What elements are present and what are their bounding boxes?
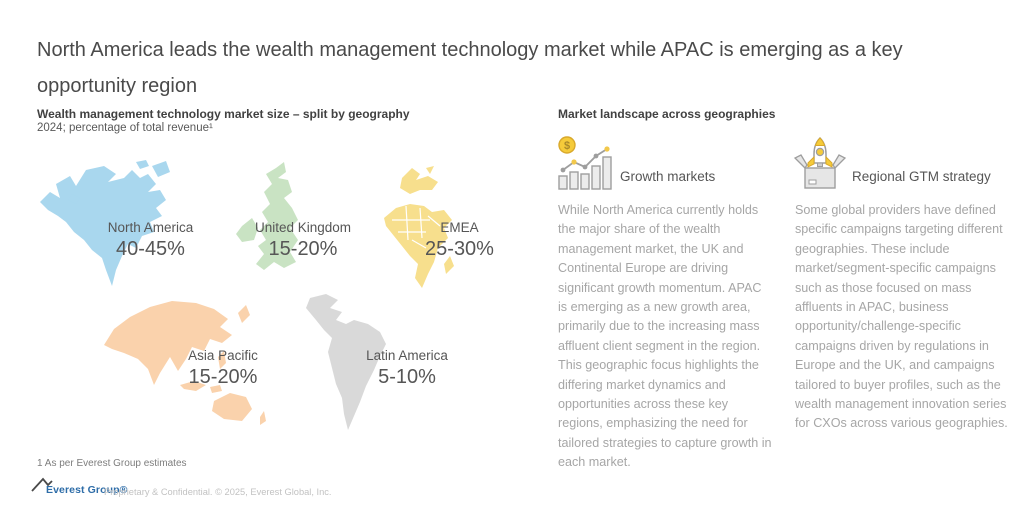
map-emea <box>384 166 454 288</box>
regional-gtm-label: Regional GTM strategy <box>852 169 991 184</box>
everest-group-logo-text: Everest Group® <box>46 484 128 496</box>
region-name: United Kingdom <box>254 220 352 235</box>
region-value: 40-45% <box>116 238 185 260</box>
region-name: Asia Pacific <box>188 348 258 363</box>
svg-text:$: $ <box>564 140 570 152</box>
map-north-america <box>40 160 170 286</box>
right-section-heading: Market landscape across geographies <box>558 107 776 121</box>
region-label-united-kingdom: United Kingdom 15-20% <box>238 220 368 261</box>
left-section-subheading: 2024; percentage of total revenue¹ <box>37 122 213 134</box>
region-name: Latin America <box>366 348 448 363</box>
region-label-north-america: North America 40-45% <box>83 220 218 261</box>
region-value: 25-30% <box>425 238 494 260</box>
page-title: North America leads the wealth managemen… <box>37 39 903 97</box>
region-name: North America <box>107 220 194 235</box>
left-section-heading: Wealth management technology market size… <box>37 107 410 121</box>
region-value: 15-20% <box>188 366 258 388</box>
region-name: EMEA <box>440 220 479 235</box>
region-label-emea: EMEA 25-30% <box>402 220 517 261</box>
growth-markets-paragraph: While North America currently holds the … <box>558 203 772 470</box>
region-label-latin-america: Latin America 5-10% <box>342 348 472 389</box>
map-united-kingdom <box>236 162 298 270</box>
rocket-box-icon <box>793 136 847 189</box>
region-value: 5-10% <box>378 366 436 388</box>
region-value: 15-20% <box>268 238 338 260</box>
growth-chart-icon: $ <box>558 136 612 190</box>
regional-gtm-paragraph: Some global providers have defined speci… <box>795 203 1008 431</box>
footnote: 1 As per Everest Group estimates <box>37 458 187 469</box>
growth-markets-label: Growth markets <box>620 169 716 184</box>
map-asia-pacific <box>104 301 266 425</box>
region-label-asia-pacific: Asia Pacific 15-20% <box>158 348 288 389</box>
map-latin-america <box>306 294 386 430</box>
legal-text: Proprietary & Confidential. © 2025, Ever… <box>104 487 332 497</box>
everest-group-logo-icon <box>31 477 53 492</box>
